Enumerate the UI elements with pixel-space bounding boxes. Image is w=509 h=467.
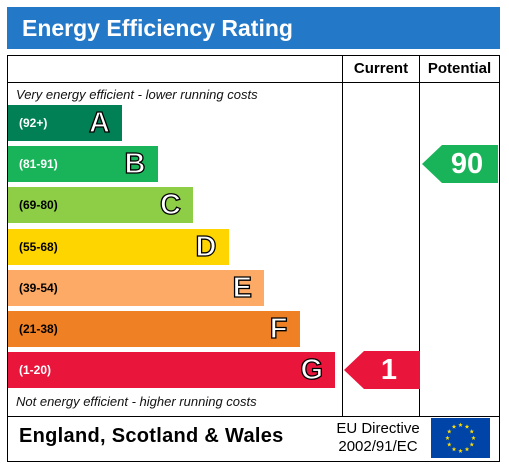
rating-frame bbox=[7, 55, 500, 462]
potential-rating-value: 90 bbox=[450, 148, 484, 181]
eu-flag-stars bbox=[445, 422, 476, 453]
directive-line-2: 2002/91/EC bbox=[338, 438, 418, 455]
star-icon bbox=[446, 429, 452, 434]
band-e: (39-54) E bbox=[8, 269, 264, 306]
band-g: (1-20) G bbox=[8, 352, 335, 389]
current-rating-arrow: 1 bbox=[344, 351, 420, 390]
star-icon bbox=[458, 422, 463, 427]
title-bar: Energy Efficiency Rating bbox=[7, 7, 500, 49]
band-c: (69-80) C bbox=[8, 187, 193, 224]
band-a: (92+) A bbox=[8, 105, 122, 141]
star-icon bbox=[469, 429, 475, 434]
caption-top: Very energy efficient - lower running co… bbox=[16, 87, 258, 102]
star-icon bbox=[464, 424, 470, 429]
caption-bottom: Not energy efficient - higher running co… bbox=[16, 394, 257, 409]
column-header-current: Current bbox=[353, 60, 409, 77]
band-range-label: (21-38) bbox=[19, 322, 58, 336]
band-b: (81-91) B bbox=[8, 146, 158, 183]
band-range-label: (1-20) bbox=[19, 363, 52, 378]
band-letter: C bbox=[159, 189, 181, 222]
column-header-potential: Potential bbox=[427, 60, 492, 77]
band-letter: G bbox=[300, 354, 324, 387]
eu-flag-icon bbox=[431, 418, 490, 458]
star-icon bbox=[471, 435, 476, 440]
star-icon bbox=[451, 446, 457, 452]
band-range-label: (69-80) bbox=[19, 198, 58, 213]
region-label: England, Scotland & Wales bbox=[19, 425, 284, 447]
band-letter: A bbox=[88, 106, 110, 139]
band-letter: F bbox=[269, 312, 288, 345]
divider-current bbox=[342, 55, 343, 416]
band-letter: E bbox=[232, 271, 253, 304]
band-f: (21-38) F bbox=[8, 311, 300, 347]
current-rating-value: 1 bbox=[380, 354, 398, 387]
star-icon bbox=[451, 424, 457, 429]
band-letter: D bbox=[195, 230, 217, 263]
directive-line-1: EU Directive bbox=[336, 420, 420, 437]
footer-divider bbox=[7, 416, 500, 417]
potential-rating-arrow: 90 bbox=[422, 145, 498, 184]
star-icon bbox=[458, 448, 463, 453]
current-arrow-shape bbox=[344, 351, 420, 390]
band-d: (55-68) D bbox=[8, 228, 229, 265]
eu-directive: EU Directive 2002/91/EC bbox=[325, 420, 431, 456]
star-icon bbox=[445, 435, 450, 440]
band-range-label: (39-54) bbox=[19, 280, 58, 295]
band-range-label: (55-68) bbox=[19, 239, 58, 254]
star-icon bbox=[446, 442, 452, 447]
band-range-label: (92+) bbox=[19, 116, 48, 130]
star-icon bbox=[469, 442, 475, 447]
band-letter: B bbox=[124, 148, 146, 181]
potential-arrow-shape bbox=[422, 145, 498, 184]
band-range-label: (81-91) bbox=[19, 157, 58, 172]
divider-potential bbox=[419, 55, 420, 416]
chart-title: Energy Efficiency Rating bbox=[22, 15, 293, 41]
star-icon bbox=[464, 446, 470, 452]
header-divider bbox=[7, 82, 500, 83]
